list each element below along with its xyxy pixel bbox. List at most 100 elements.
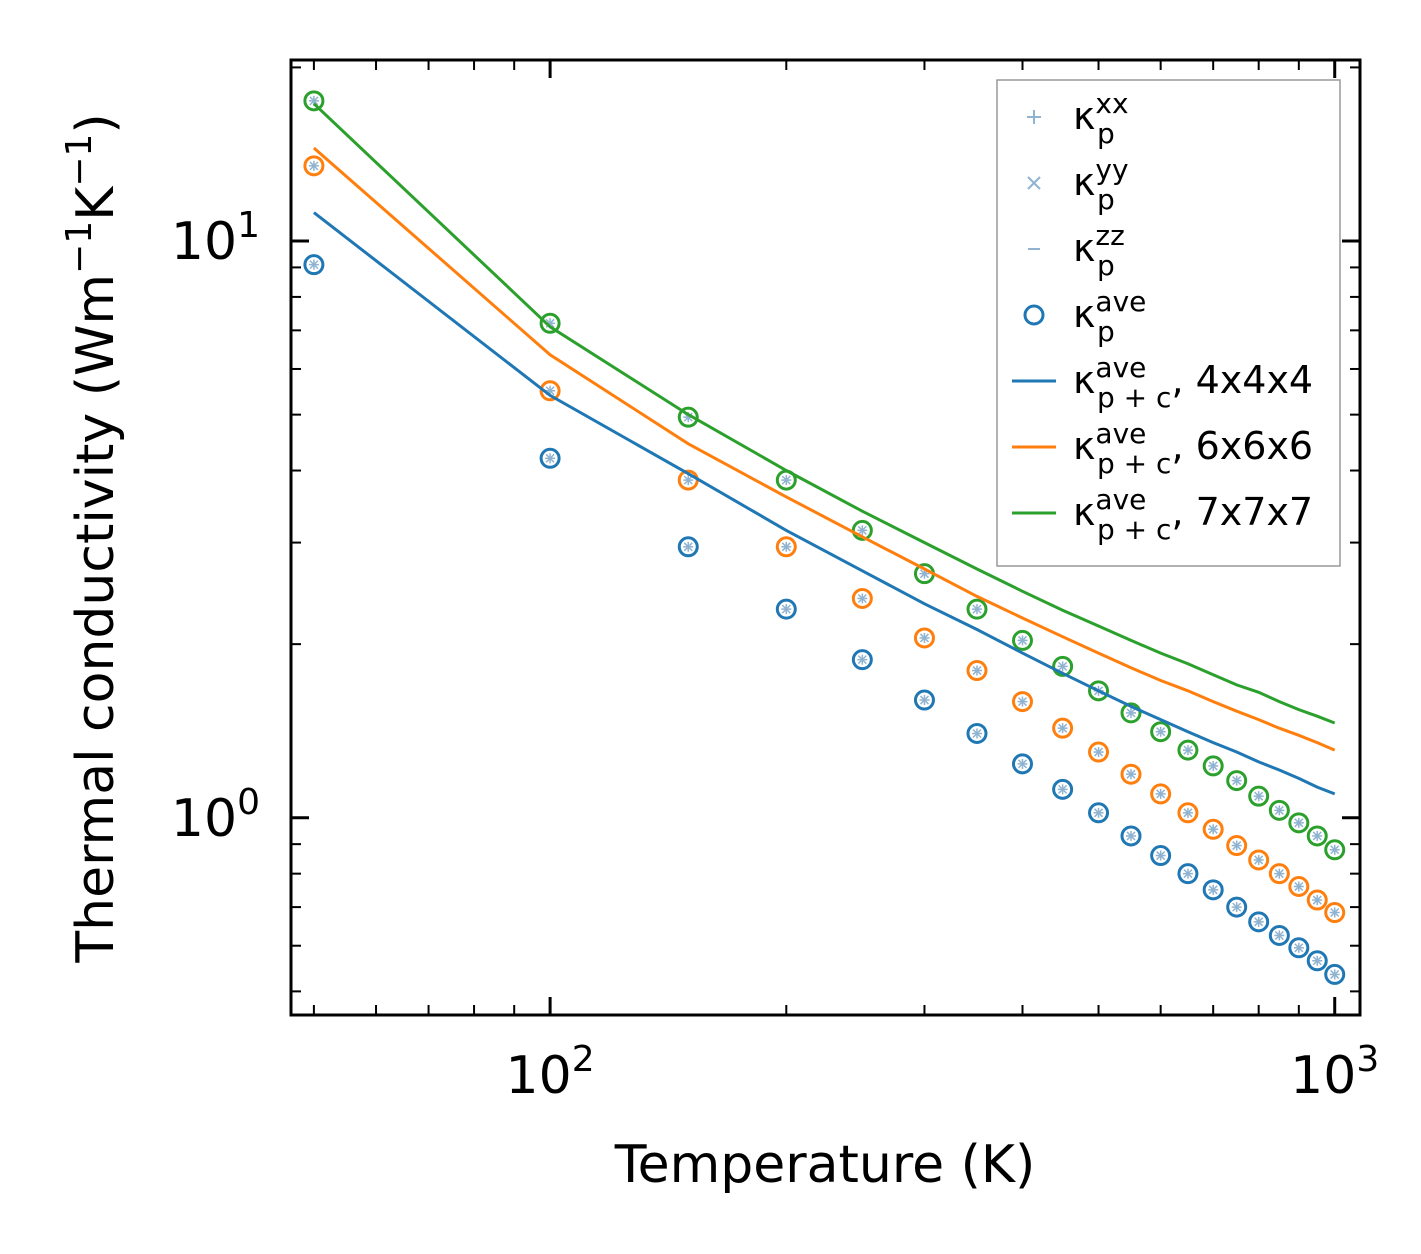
data-point xyxy=(1088,802,1110,824)
data-point xyxy=(1248,911,1270,933)
legend-entry: κxx p xyxy=(1027,87,1129,150)
marker-cross-b xyxy=(1156,851,1166,861)
y-axis-label-base: Thermal conductivity (Wm xyxy=(66,274,126,964)
marker-cross-b xyxy=(1232,841,1242,851)
marker-cross-b xyxy=(781,475,791,485)
data-point xyxy=(303,90,325,112)
marker-cross-b xyxy=(1058,723,1068,733)
y-axis-label-sup2: −1 xyxy=(59,134,100,187)
marker-cross-b xyxy=(1330,845,1340,855)
minor-ticks xyxy=(291,60,1360,1015)
data-point xyxy=(1202,879,1224,901)
marker-cross-b xyxy=(1274,930,1284,941)
marker-cross-b xyxy=(1312,831,1322,841)
x-axis-label: Temperature (K) xyxy=(614,1135,1036,1195)
data-point xyxy=(539,380,561,402)
data-point xyxy=(1288,812,1310,834)
y-tick-label: 101 xyxy=(171,205,260,272)
marker-cross-b xyxy=(1294,881,1304,892)
series--p-c-ave-7x7x7 xyxy=(312,102,1336,725)
legend-circle xyxy=(1023,304,1045,326)
data-point xyxy=(913,689,935,711)
data-point xyxy=(1288,937,1310,959)
data-point xyxy=(1268,924,1290,946)
data-point xyxy=(851,519,873,541)
data-point xyxy=(1324,839,1346,861)
marker-cross-b xyxy=(1232,776,1242,786)
marker-cross-b xyxy=(1093,808,1104,818)
legend-label: κave p + c, 6x6x6 xyxy=(1073,417,1313,480)
marker-cross-b xyxy=(1126,831,1136,841)
marker-cross-b xyxy=(1274,805,1284,815)
legend-label: κxx p xyxy=(1073,87,1129,150)
data-point xyxy=(1268,799,1290,821)
legend-cross-b xyxy=(1027,176,1041,190)
marker-cross-b xyxy=(683,542,693,552)
legend-label: κave p + c, 7x7x7 xyxy=(1073,483,1313,546)
data-point xyxy=(1226,770,1248,792)
marker-cross-b xyxy=(1208,824,1218,834)
data-point xyxy=(677,406,699,428)
data-point xyxy=(851,587,873,609)
legend-entry: κave p xyxy=(1023,285,1146,348)
data-point xyxy=(1120,825,1142,847)
marker-cross-b xyxy=(972,604,982,614)
data-point xyxy=(1248,785,1270,807)
marker-cross-b xyxy=(1183,745,1193,755)
data-point xyxy=(1011,753,1033,775)
series-line xyxy=(312,102,1336,725)
y-axis-label-end: ) xyxy=(66,113,126,133)
plot-frame xyxy=(289,58,1362,1017)
data-point xyxy=(1150,783,1172,805)
marker-cross-b xyxy=(919,695,929,705)
marker-cross-b xyxy=(545,453,555,463)
data-point xyxy=(1306,950,1328,972)
marker-cross-b xyxy=(857,593,867,604)
data-point xyxy=(1306,825,1328,847)
marker-cross-b xyxy=(1017,759,1028,769)
marker-cross-b xyxy=(919,633,929,643)
marker-cross-b xyxy=(1274,869,1284,879)
marker-cross-b xyxy=(1208,885,1218,895)
data-point xyxy=(1324,902,1346,924)
marker-cross-b xyxy=(781,542,791,552)
marker-cross-b xyxy=(1183,808,1193,818)
series--p-c-ave-4x4x4 xyxy=(312,211,1336,796)
marker-cross-b xyxy=(1126,769,1136,779)
series--p-ave-7x7x7 xyxy=(303,90,1346,861)
series-line xyxy=(312,211,1336,796)
data-point xyxy=(775,598,797,620)
marker-cross-b xyxy=(1330,907,1340,918)
marker-cross-b xyxy=(781,604,791,614)
data-point xyxy=(1150,845,1172,867)
data-point xyxy=(539,312,561,334)
marker-cross-b xyxy=(1017,635,1028,645)
data-point xyxy=(1226,896,1248,918)
data-point xyxy=(1202,818,1224,840)
data-layer xyxy=(303,90,1346,985)
marker-cross-b xyxy=(683,475,693,485)
data-point xyxy=(1120,763,1142,785)
data-point xyxy=(1268,863,1290,885)
data-point xyxy=(966,660,988,682)
legend-entry: κave p + c, 7x7x7 xyxy=(1012,483,1313,546)
data-point xyxy=(1088,680,1110,702)
data-point xyxy=(1202,755,1224,777)
marker-cross-b xyxy=(309,260,319,270)
marker-cross-b xyxy=(857,655,867,665)
marker-cross-b xyxy=(1208,761,1218,771)
data-point xyxy=(851,649,873,671)
marker-cross-b xyxy=(1312,956,1322,966)
series-line xyxy=(312,146,1336,752)
data-point xyxy=(913,627,935,649)
y-axis-label-mid: K xyxy=(66,185,126,221)
series--p-c-ave-6x6x6 xyxy=(312,146,1336,752)
data-point xyxy=(1088,741,1110,763)
data-point xyxy=(303,254,325,276)
x-tick-label: 103 xyxy=(1290,1039,1379,1106)
marker-cross-b xyxy=(972,728,982,739)
marker-cross-b xyxy=(972,666,982,676)
marker-cross-b xyxy=(1183,869,1193,879)
